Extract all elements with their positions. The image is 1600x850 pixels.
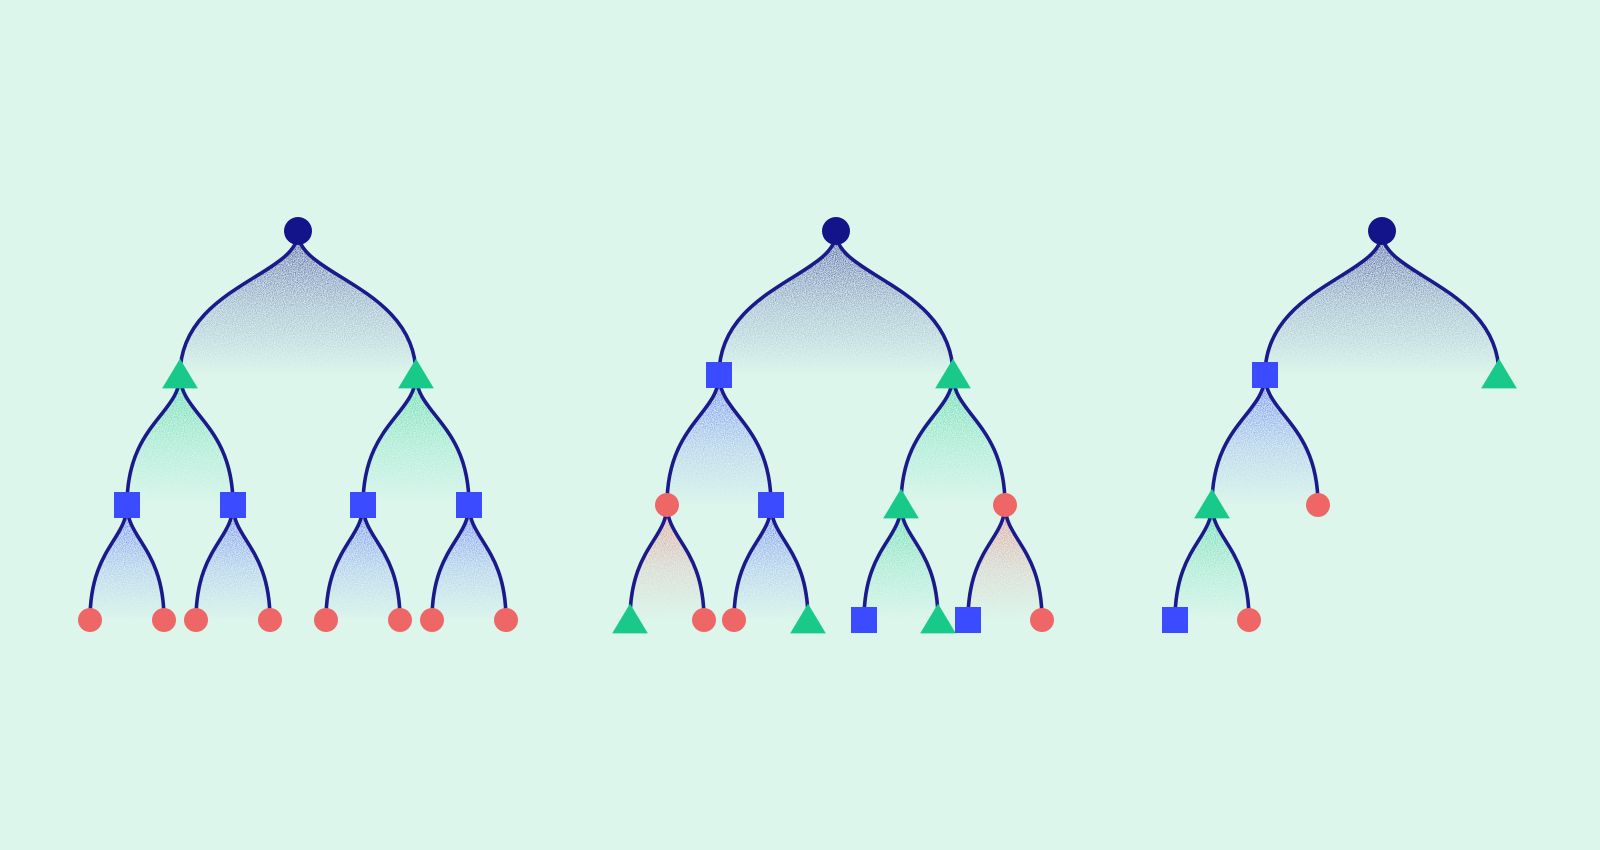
triangle-node bbox=[398, 358, 434, 389]
triangle-node bbox=[935, 358, 971, 389]
root-branch-gradient bbox=[1265, 233, 1499, 375]
triangle-node bbox=[920, 603, 956, 634]
tree-nodes bbox=[78, 217, 518, 632]
circle-node bbox=[314, 608, 338, 632]
square-node bbox=[851, 607, 877, 633]
square-node bbox=[114, 492, 140, 518]
square-branch-gradient bbox=[432, 505, 506, 620]
triangle-node bbox=[612, 603, 648, 634]
square-branch-gradient bbox=[1212, 375, 1318, 505]
circle-node bbox=[655, 493, 679, 517]
circle-node bbox=[1306, 493, 1330, 517]
triangle-node bbox=[1194, 488, 1230, 519]
square-node bbox=[456, 492, 482, 518]
circle-node bbox=[152, 608, 176, 632]
triangle-node bbox=[162, 358, 198, 389]
triangle-node bbox=[790, 603, 826, 634]
triangle-branch-gradient bbox=[864, 505, 938, 620]
triangle-node bbox=[883, 488, 919, 519]
square-branch-gradient bbox=[667, 375, 771, 505]
root-branch-gradient bbox=[180, 233, 416, 375]
circle-node bbox=[1030, 608, 1054, 632]
triangle-branch-gradient bbox=[363, 375, 469, 505]
root-node-circle bbox=[1368, 217, 1396, 245]
circle-node bbox=[1237, 608, 1261, 632]
tree-nodes bbox=[612, 217, 1054, 634]
square-node bbox=[706, 362, 732, 388]
square-node bbox=[350, 492, 376, 518]
sparse-tree bbox=[1162, 217, 1517, 633]
circle-node bbox=[494, 608, 518, 632]
circle-node bbox=[184, 608, 208, 632]
full-binary-tree bbox=[78, 217, 518, 632]
branch-fills bbox=[630, 233, 1042, 620]
circle-node bbox=[258, 608, 282, 632]
square-branch-gradient bbox=[90, 505, 164, 620]
triangle-branch-gradient bbox=[1175, 505, 1249, 620]
root-node-circle bbox=[284, 217, 312, 245]
circle-node bbox=[722, 608, 746, 632]
square-node bbox=[1252, 362, 1278, 388]
circle-branch-gradient bbox=[968, 505, 1042, 620]
tree-edge bbox=[1263, 231, 1384, 377]
triangle-node bbox=[1481, 358, 1517, 389]
square-branch-gradient bbox=[326, 505, 400, 620]
root-branch-gradient bbox=[719, 233, 953, 375]
tree-edge bbox=[717, 231, 838, 377]
circle-node bbox=[78, 608, 102, 632]
square-branch-gradient bbox=[734, 505, 808, 620]
tree-edge bbox=[296, 231, 418, 377]
circle-node bbox=[388, 608, 412, 632]
branch-fills bbox=[90, 233, 506, 620]
circle-node bbox=[692, 608, 716, 632]
square-node bbox=[955, 607, 981, 633]
square-branch-gradient bbox=[196, 505, 270, 620]
tree-edge bbox=[834, 231, 955, 377]
tree-edge bbox=[178, 231, 300, 377]
branch-fills bbox=[1175, 233, 1499, 620]
circle-node bbox=[420, 608, 444, 632]
circle-branch-gradient bbox=[630, 505, 704, 620]
square-node bbox=[220, 492, 246, 518]
triangle-branch-gradient bbox=[901, 375, 1005, 505]
circle-node bbox=[993, 493, 1017, 517]
square-node bbox=[1162, 607, 1188, 633]
triangle-branch-gradient bbox=[127, 375, 233, 505]
mixed-binary-tree bbox=[612, 217, 1054, 634]
tree-edge bbox=[1380, 231, 1501, 377]
root-node-circle bbox=[822, 217, 850, 245]
tree-nodes bbox=[1162, 217, 1517, 633]
square-node bbox=[758, 492, 784, 518]
